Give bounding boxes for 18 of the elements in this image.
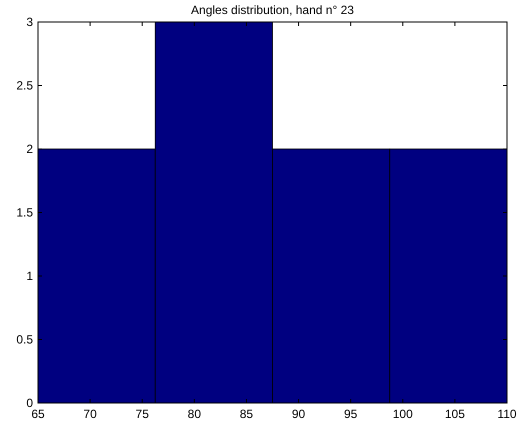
x-tick-label: 110	[497, 407, 517, 421]
x-tick-label: 105	[444, 407, 466, 421]
x-tick-label: 100	[392, 407, 414, 421]
x-tick-label: 65	[31, 407, 45, 421]
y-tick-label: 2	[26, 142, 34, 156]
y-tick-label: 1	[26, 269, 34, 283]
x-tick-label: 90	[292, 407, 306, 421]
x-tick-label: 75	[136, 407, 150, 421]
x-tick-label: 95	[344, 407, 358, 421]
y-tick-label: 3	[26, 15, 34, 29]
y-tick-label: 0.5	[16, 332, 34, 346]
y-tick-label: 2.5	[16, 78, 34, 92]
chart-title: Angles distribution, hand n° 23	[191, 3, 354, 17]
x-tick-label: 85	[240, 407, 254, 421]
x-tick-label: 70	[83, 407, 98, 421]
y-tick-label: 0	[26, 396, 34, 410]
y-tick-label: 1.5	[16, 206, 34, 220]
x-tick-label: 80	[188, 407, 202, 421]
